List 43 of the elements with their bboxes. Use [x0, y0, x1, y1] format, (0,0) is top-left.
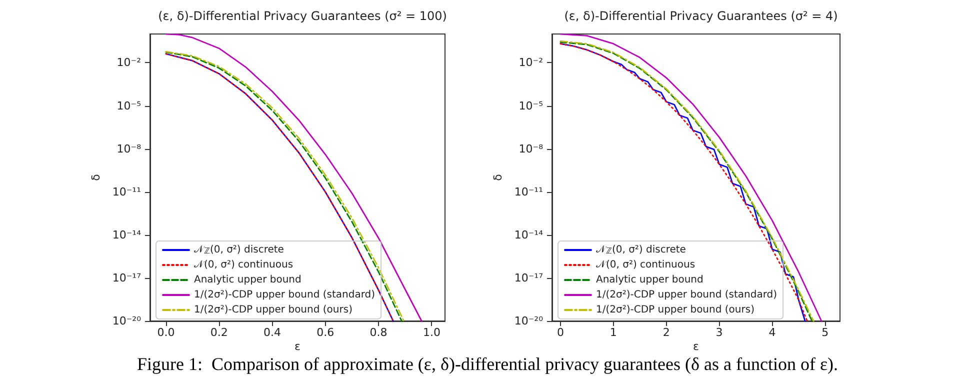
y-tick-label: 10⁻¹⁷ [514, 271, 543, 284]
chart-title: (ε, δ)-Differential Privacy Guarantees (σ² = 4) [564, 9, 838, 23]
legend-label: 1/(2σ²)-CDP upper bound (ours) [596, 304, 755, 316]
x-tick-label: 0.4 [264, 326, 281, 339]
legend-label: 1/(2σ²)-CDP upper bound (standard) [596, 290, 778, 300]
y-tick-label: 10⁻¹⁷ [112, 271, 141, 284]
y-tick-label: 10⁻⁵ [518, 99, 543, 112]
y-tick-label: 10⁻¹⁴ [514, 228, 544, 242]
legend-label: 𝒩(0, σ²) continuous [194, 260, 294, 270]
x-tick-label: 0.2 [210, 326, 228, 339]
x-tick-label: 4 [768, 326, 776, 339]
legend-label: 𝒩ℤ(0, σ²) discrete [596, 244, 686, 256]
y-tick-label: 10⁻¹¹ [112, 185, 141, 198]
y-tick-label: 10⁻¹¹ [514, 185, 543, 198]
legend-label: 1/(2σ²)-CDP upper bound (standard) [194, 290, 376, 300]
y-tick-label: 10⁻²⁰ [112, 314, 142, 328]
legend-label: Analytic upper bound [596, 274, 704, 286]
x-tick-label: 0 [556, 326, 564, 339]
x-tick-label: 1 [610, 326, 617, 339]
y-tick-label: 10⁻⁵ [116, 99, 141, 112]
x-axis-title: ε [693, 340, 700, 353]
y-tick-label: 10⁻¹⁴ [112, 228, 142, 242]
legend-label: 𝒩(0, σ²) continuous [596, 260, 696, 270]
x-tick-label: 2 [662, 326, 670, 339]
y-tick-label: 10⁻⁸ [116, 142, 142, 156]
x-axis-title: ε [294, 340, 301, 353]
x-tick-label: 5 [822, 326, 829, 339]
y-tick-label: 10⁻²⁰ [514, 314, 544, 328]
x-tick-label: 0.0 [157, 326, 175, 339]
x-tick-label: 3 [716, 326, 723, 339]
y-tick-label: 10⁻² [518, 56, 543, 70]
x-tick-label: 0.6 [316, 326, 334, 339]
y-tick-label: 10⁻² [116, 56, 141, 70]
x-tick-label: 0.8 [370, 326, 388, 339]
y-axis-title: δ [491, 174, 504, 181]
x-tick-label: 1.0 [422, 326, 440, 339]
y-axis-title: δ [89, 174, 102, 181]
chart-title: (ε, δ)-Differential Privacy Guarantees (σ² = 100) [158, 9, 447, 23]
legend-label: 𝒩ℤ(0, σ²) discrete [194, 244, 284, 256]
y-tick-label: 10⁻⁸ [518, 142, 544, 156]
legend-label: 1/(2σ²)-CDP upper bound (ours) [194, 304, 353, 316]
caption: Figure 1: Comparison of approximate (ε, δ)-differential privacy guarantees (δ as a function of ε). [136, 354, 840, 375]
legend-label: Analytic upper bound [194, 274, 302, 286]
